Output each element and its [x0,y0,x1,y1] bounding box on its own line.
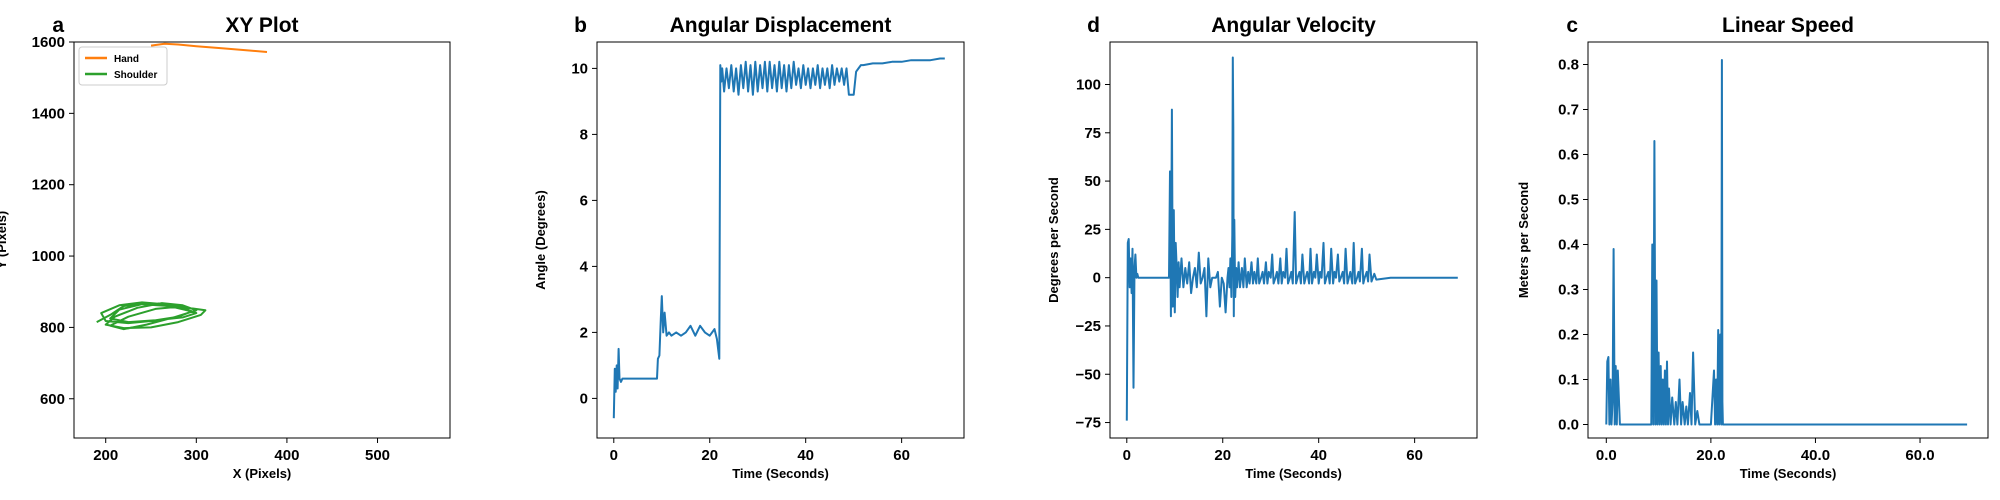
x-tick-label: 60.0 [1905,447,1934,464]
y-tick-label: 75 [1084,125,1101,142]
panel-b: 0 20 40 60 0 2 4 6 8 10 Angular Displacement b Time … [533,14,965,481]
y-tick-label: 0.6 [1558,147,1579,164]
x-tick-label: 20 [1214,447,1231,464]
y-tick-label: 0 [580,390,588,407]
y-tick-label: 8 [580,126,588,143]
x-tick-label: 0 [610,447,618,464]
x-tick-label: 40 [1310,447,1327,464]
x-tick-label: 40 [797,447,814,464]
y-tick-label: 1200 [32,177,65,194]
legend-label-shoulder: Shoulder [114,70,157,81]
panel-letter: c [1566,14,1578,37]
x-axis-label: Time (Seconds) [732,466,829,481]
y-tick-label: 0.0 [1558,417,1579,434]
panel-title: XY Plot [225,14,298,37]
y-tick-label: 0.1 [1558,372,1579,389]
x-tick-label: 400 [274,447,299,464]
y-axis-label: Meters per Second [1516,182,1531,298]
y-tick-label: 0 [1093,270,1101,287]
panel-letter: d [1087,14,1100,37]
x-tick-label: 20.0 [1696,447,1725,464]
y-tick-label: 0.3 [1558,282,1579,299]
plot-frame [596,41,965,439]
series-line-hand [150,42,268,53]
y-tick-label: −75 [1076,415,1101,432]
legend: Hand Shoulder [78,46,168,86]
x-tick-label: 500 [365,447,390,464]
x-axis-label: X (Pixels) [233,466,292,481]
y-tick-label: 0.2 [1558,327,1579,344]
panel-letter: a [52,14,64,37]
plot-frame [73,41,451,439]
panel-c: 0.0 20.0 40.0 60.0 0.0 0.1 0.2 0.3 0.4 0.5 0.6 0.7 0… [1516,14,1989,481]
x-axis-label: Time (Seconds) [1740,466,1837,481]
series-line-1 [612,57,945,419]
y-axis-label: Angle (Degrees) [533,190,548,290]
x-tick-label: 60 [893,447,910,464]
series-line-1 [1125,56,1458,421]
y-tick-label: −25 [1076,318,1101,335]
y-tick-label: 0.8 [1558,57,1579,74]
y-tick-label: 1600 [32,34,65,51]
plot-frame [1109,41,1478,439]
y-tick-label: 100 [1076,76,1101,93]
panel-title: Linear Speed [1722,14,1854,37]
y-tick-label: 0.4 [1558,237,1580,254]
x-tick-label: 200 [93,447,118,464]
y-tick-label: 0.5 [1558,192,1579,209]
y-tick-label: 50 [1084,173,1101,190]
y-tick-label: 6 [580,192,588,209]
x-tick-label: 0 [1123,447,1131,464]
y-tick-label: 25 [1084,221,1101,238]
x-tick-label: 20 [701,447,718,464]
y-axis-label: Degrees per Second [1046,177,1061,303]
legend-label-hand: Hand [114,54,139,65]
x-tick-label: 40.0 [1801,447,1830,464]
legend-box [78,46,168,86]
panel-title: Angular Displacement [670,14,892,37]
x-tick-label: 300 [184,447,209,464]
y-tick-label: 600 [40,391,65,408]
series-line-1 [1605,59,1968,426]
panel-d: 0 20 40 60 −75 −50 −25 0 25 50 75 100 Angular Veloci… [1046,14,1478,481]
y-tick-label: 2 [580,324,588,341]
y-tick-label: 4 [580,258,589,275]
y-tick-label: −50 [1076,366,1101,383]
panel-a: 200 300 400 500 600 800 1000 1200 1400 1600 XY Plo… [0,14,451,481]
series-line-shoulder [96,301,207,331]
x-tick-label: 0.0 [1596,447,1617,464]
plot-frame [1587,41,1989,439]
y-tick-label: 0.7 [1558,102,1579,119]
y-tick-label: 1000 [32,248,65,265]
panel-letter: b [574,14,587,37]
y-tick-label: 800 [40,319,65,336]
panel-title: Angular Velocity [1211,14,1376,37]
y-tick-label: 1400 [32,105,65,122]
x-tick-label: 60 [1406,447,1423,464]
x-axis-label: Time (Seconds) [1245,466,1342,481]
y-tick-label: 10 [571,60,588,77]
y-axis-label: Y (Pixels) [0,211,9,269]
